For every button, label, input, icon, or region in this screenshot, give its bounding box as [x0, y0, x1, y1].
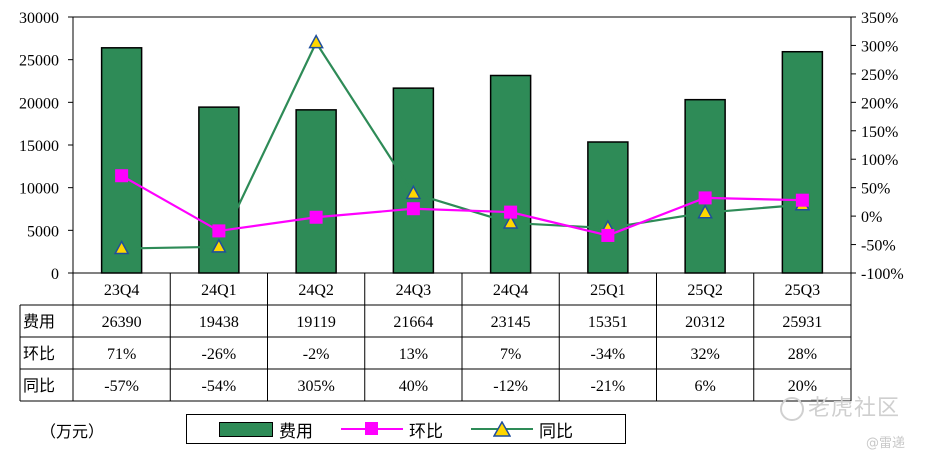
table-cell: 7%: [500, 346, 521, 363]
legend-item-cost: 费用: [187, 417, 313, 442]
legend-swatch-yoy: [471, 421, 533, 437]
table-row-label: 费用: [23, 312, 55, 331]
category-label: 24Q3: [396, 282, 432, 299]
watermark-handle: @雷递: [866, 436, 906, 451]
table-cell: -21%: [591, 378, 626, 395]
category-label: 24Q4: [493, 282, 529, 299]
legend-label-cost: 费用: [279, 421, 313, 442]
right-axis-tick-label: 350%: [861, 10, 898, 27]
table-cell: -26%: [202, 346, 237, 363]
left-axis-tick-label: 15000: [19, 138, 59, 155]
left-axis-tick-label: 10000: [19, 181, 59, 198]
category-label: 24Q1: [201, 282, 237, 299]
category-label: 25Q3: [785, 282, 821, 299]
point-yoy: [113, 239, 130, 255]
table-cell: -57%: [104, 378, 139, 395]
table-cell: 26390: [102, 314, 142, 331]
legend: 费用 环比 同比: [186, 414, 626, 444]
line-qoq: [121, 174, 803, 237]
point-qoq: [698, 191, 712, 205]
right-axis-tick-label: 300%: [861, 38, 898, 55]
table-cell: 20312: [685, 314, 725, 331]
point-yoy: [405, 184, 422, 200]
bar-cost: [295, 109, 337, 274]
right-axis-tick-label: 0%: [861, 209, 882, 226]
table-cell: 40%: [399, 378, 428, 395]
watermark: 老虎社区: [780, 390, 900, 422]
point-qoq: [601, 228, 615, 242]
table-cell: -54%: [202, 378, 237, 395]
table-cell: 6%: [694, 378, 715, 395]
bar-cost: [392, 87, 435, 274]
category-label: 24Q2: [298, 282, 334, 299]
table-cell: 15351: [588, 314, 628, 331]
table-cell: 28%: [788, 346, 817, 363]
point-qoq: [309, 210, 323, 224]
right-axis-tick-label: 50%: [861, 181, 890, 198]
table-cell: 25931: [782, 314, 822, 331]
left-axis-tick-label: 30000: [19, 10, 59, 27]
left-axis-tick-label: 25000: [19, 53, 59, 70]
bar-cost: [100, 47, 143, 274]
watermark-logo-icon: [780, 397, 804, 421]
left-axis-tick-label: 0: [51, 266, 59, 283]
left-axis-tick-label: 20000: [19, 95, 59, 112]
table-row-label: 环比: [23, 344, 55, 363]
line-yoy: [121, 40, 803, 250]
plot-frame: [72, 16, 852, 274]
category-label: 25Q2: [687, 282, 723, 299]
right-axis-tick-label: -50%: [861, 238, 896, 255]
table-cell: 13%: [399, 346, 428, 363]
right-axis-tick-label: 250%: [861, 67, 898, 84]
point-qoq: [406, 202, 420, 216]
table-cell: -2%: [303, 346, 330, 363]
left-axis-tick-label: 5000: [27, 223, 59, 240]
table-cell: 21664: [393, 314, 433, 331]
bar-cost: [684, 98, 726, 274]
legend-label-yoy: 同比: [539, 421, 573, 442]
legend-item-yoy: 同比: [443, 417, 573, 442]
point-qoq: [212, 224, 226, 238]
point-yoy: [502, 214, 519, 229]
table-cell: 20%: [788, 378, 817, 395]
point-qoq: [795, 193, 809, 207]
table-cell: 71%: [107, 346, 136, 363]
table-cell: -12%: [493, 378, 528, 395]
legend-item-qoq: 环比: [313, 417, 443, 442]
legend-label-qoq: 环比: [409, 421, 443, 442]
legend-swatch-cost: [219, 421, 273, 437]
table-cell: -34%: [591, 346, 626, 363]
category-label: 25Q1: [590, 282, 626, 299]
right-axis-tick-label: -100%: [861, 266, 904, 283]
table-cell: 23145: [491, 314, 531, 331]
table-cell: 19119: [296, 314, 335, 331]
point-qoq: [115, 169, 129, 183]
legend-swatch-qoq: [341, 421, 403, 437]
right-axis-tick-label: 100%: [861, 152, 898, 169]
point-yoy: [211, 238, 227, 253]
right-axis-tick-label: 200%: [861, 95, 898, 112]
point-yoy: [308, 34, 324, 49]
right-axis-tick-label: 150%: [861, 124, 898, 141]
category-label: 23Q4: [104, 282, 140, 299]
bar-cost: [489, 74, 532, 274]
watermark-brand: 老虎社区: [808, 396, 901, 421]
point-yoy: [697, 204, 713, 219]
table-cell: 305%: [297, 378, 334, 395]
unit-label: （万元）: [40, 422, 105, 441]
table-row-label: 同比: [23, 376, 55, 395]
table-cell: 19438: [199, 314, 239, 331]
bar-cost: [781, 50, 824, 274]
table-cell: 32%: [690, 346, 719, 363]
bar-cost: [587, 141, 629, 274]
point-qoq: [504, 205, 518, 219]
